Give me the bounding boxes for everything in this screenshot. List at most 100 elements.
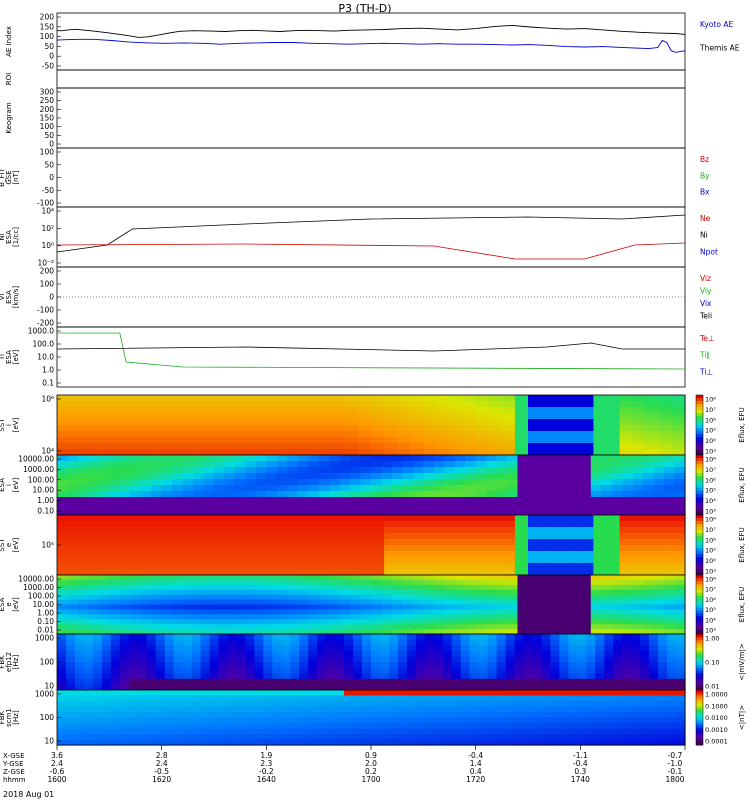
fbk-e-cell (218, 667, 229, 674)
sst-i-cell (645, 431, 660, 438)
fbk-e-cell (424, 678, 435, 685)
sst-e-cell (671, 527, 686, 534)
sst-e-cell (436, 551, 451, 558)
sst-i-cell (541, 449, 555, 456)
esa-i-cell (664, 491, 676, 498)
fbk-e-cell (514, 650, 525, 657)
fbk-e-cell (155, 667, 166, 674)
fbk-e-cell (487, 645, 498, 652)
fbk-b-cell (182, 695, 193, 702)
esa-i-cell (130, 479, 142, 486)
sst-i-cell (423, 413, 437, 420)
sst-i-cell (384, 401, 398, 408)
sst-e-cell (161, 563, 176, 570)
esa-e-cell (496, 614, 508, 620)
esa-i-cell (350, 461, 362, 468)
sst-i-cell (109, 401, 123, 408)
fbk-b-cell (676, 701, 686, 708)
fbk-b-cell (514, 701, 525, 708)
fbk-b-cell (442, 690, 453, 697)
sst-i-cell (384, 413, 398, 420)
fbk-b-cell (469, 695, 480, 702)
esa-e-cell (475, 619, 487, 625)
fbk-b-cell (173, 701, 184, 708)
fbk-e-cell (586, 634, 596, 641)
esa-e-cell (391, 619, 403, 625)
fbk-b-cell (568, 712, 578, 719)
x-tick-label: 1600 (47, 775, 66, 784)
esa-e-cell (486, 594, 498, 601)
esa-i-cell (77, 479, 89, 486)
fbk-b-cell (344, 695, 354, 702)
fbk-b-cell (613, 728, 623, 735)
sst-i-cell (384, 431, 398, 438)
fbk-e-cell (388, 673, 399, 680)
fbk-b-cell (164, 701, 175, 708)
sst-e-cell (214, 563, 228, 570)
fbk-b-cell (308, 728, 318, 735)
sst-i-cell (200, 419, 215, 426)
sst-i-cell (554, 407, 568, 414)
sst-i-cell (240, 443, 254, 450)
sst-i-cell (292, 437, 307, 444)
fbk-e-cell (335, 639, 345, 646)
esa-i-cell (297, 491, 309, 498)
esa-e-cell (601, 624, 613, 630)
sst-e-cell (292, 521, 307, 528)
fbk-e-cell (631, 639, 641, 646)
fbk-b-cell (541, 728, 552, 735)
fbk-b-cell (308, 695, 318, 702)
esa-e-cell (538, 629, 550, 635)
esa-e-cell (454, 604, 466, 610)
fbk-e-cell (74, 639, 85, 646)
esa-e-cell (371, 594, 383, 601)
fbk-e-cell (397, 673, 408, 680)
sst-e-cell (580, 545, 594, 552)
colorbar-cell (696, 500, 703, 504)
sst-e-cell (645, 539, 660, 546)
sst-i-cell (214, 437, 228, 444)
fbk-b-cell (487, 728, 498, 735)
sst-e-cell (423, 569, 437, 576)
esa-i-cell (140, 467, 152, 474)
esa-i-cell (412, 461, 424, 468)
esa-e-cell (538, 609, 550, 615)
fbk-e-cell (362, 667, 372, 674)
fbk-b-cell (335, 690, 345, 697)
esa-i-cell (454, 473, 466, 480)
esa-e-cell (297, 609, 309, 615)
sst-i-cell (266, 407, 280, 414)
fbk-e-cell (478, 639, 489, 646)
sst-e-cell (331, 557, 346, 564)
sst-i-cell (632, 407, 647, 414)
sst-i-cell (632, 431, 647, 438)
fbk-b-cell (101, 690, 112, 697)
fbk-e-cell (227, 673, 238, 680)
esa-i-cell (360, 497, 372, 504)
fbk-b-cell (496, 717, 507, 724)
sst-e-cell (174, 521, 189, 528)
fbk-b-cell (128, 690, 139, 697)
fbk-b-cell (74, 734, 85, 741)
esa-e-cell (559, 575, 571, 581)
fbk-e-cell (406, 684, 417, 691)
fbk-b-cell (191, 712, 202, 719)
sst-i-cell (449, 443, 464, 450)
fbk-e-cell (254, 684, 264, 691)
y-tick-label: 100 (40, 148, 55, 157)
x-tick-label: -0.1 (668, 767, 683, 776)
sst-i-cell (488, 437, 503, 444)
fbk-b-cell (595, 723, 605, 730)
esa-i-cell (308, 509, 320, 516)
fbk-e-cell (676, 656, 686, 663)
sst-i-cell (318, 431, 333, 438)
sst-i-cell (279, 413, 294, 420)
esa-i-cell (193, 461, 205, 468)
sst-e-cell (619, 545, 634, 552)
sst-i-cell (462, 401, 477, 408)
fbk-b-cell (541, 695, 552, 702)
sst-i-cell (514, 395, 529, 402)
esa-e-cell (360, 614, 372, 620)
fbk-e-cell (577, 673, 587, 680)
fbk-e-cell (362, 678, 372, 685)
